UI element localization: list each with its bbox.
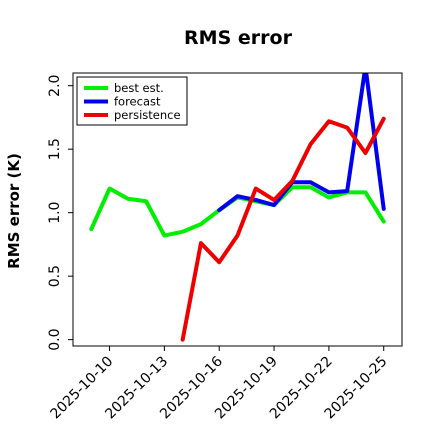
chart-title: RMS error <box>184 27 293 49</box>
y-tick-label: 1.0 <box>47 202 63 224</box>
x-axis-ticks: 2025-10-102025-10-132025-10-162025-10-19… <box>48 346 391 422</box>
legend-label: persistence <box>114 108 181 122</box>
plot-frame <box>72 72 403 347</box>
series-line-persistence <box>180 116 386 342</box>
y-axis-ticks: 0.0 0.5 1.0 1.5 2.0 <box>47 75 73 351</box>
y-axis-label: RMS error (K) <box>5 153 23 269</box>
series-line-forecast <box>217 73 386 213</box>
legend-label: forecast <box>114 95 161 109</box>
y-tick-label: 2.0 <box>47 75 63 97</box>
y-tick-label: 0.0 <box>47 329 63 351</box>
y-tick-label: 0.5 <box>47 265 63 287</box>
series-layer <box>89 73 386 342</box>
legend-label: best est. <box>114 81 164 95</box>
y-tick-label: 1.5 <box>47 138 63 160</box>
